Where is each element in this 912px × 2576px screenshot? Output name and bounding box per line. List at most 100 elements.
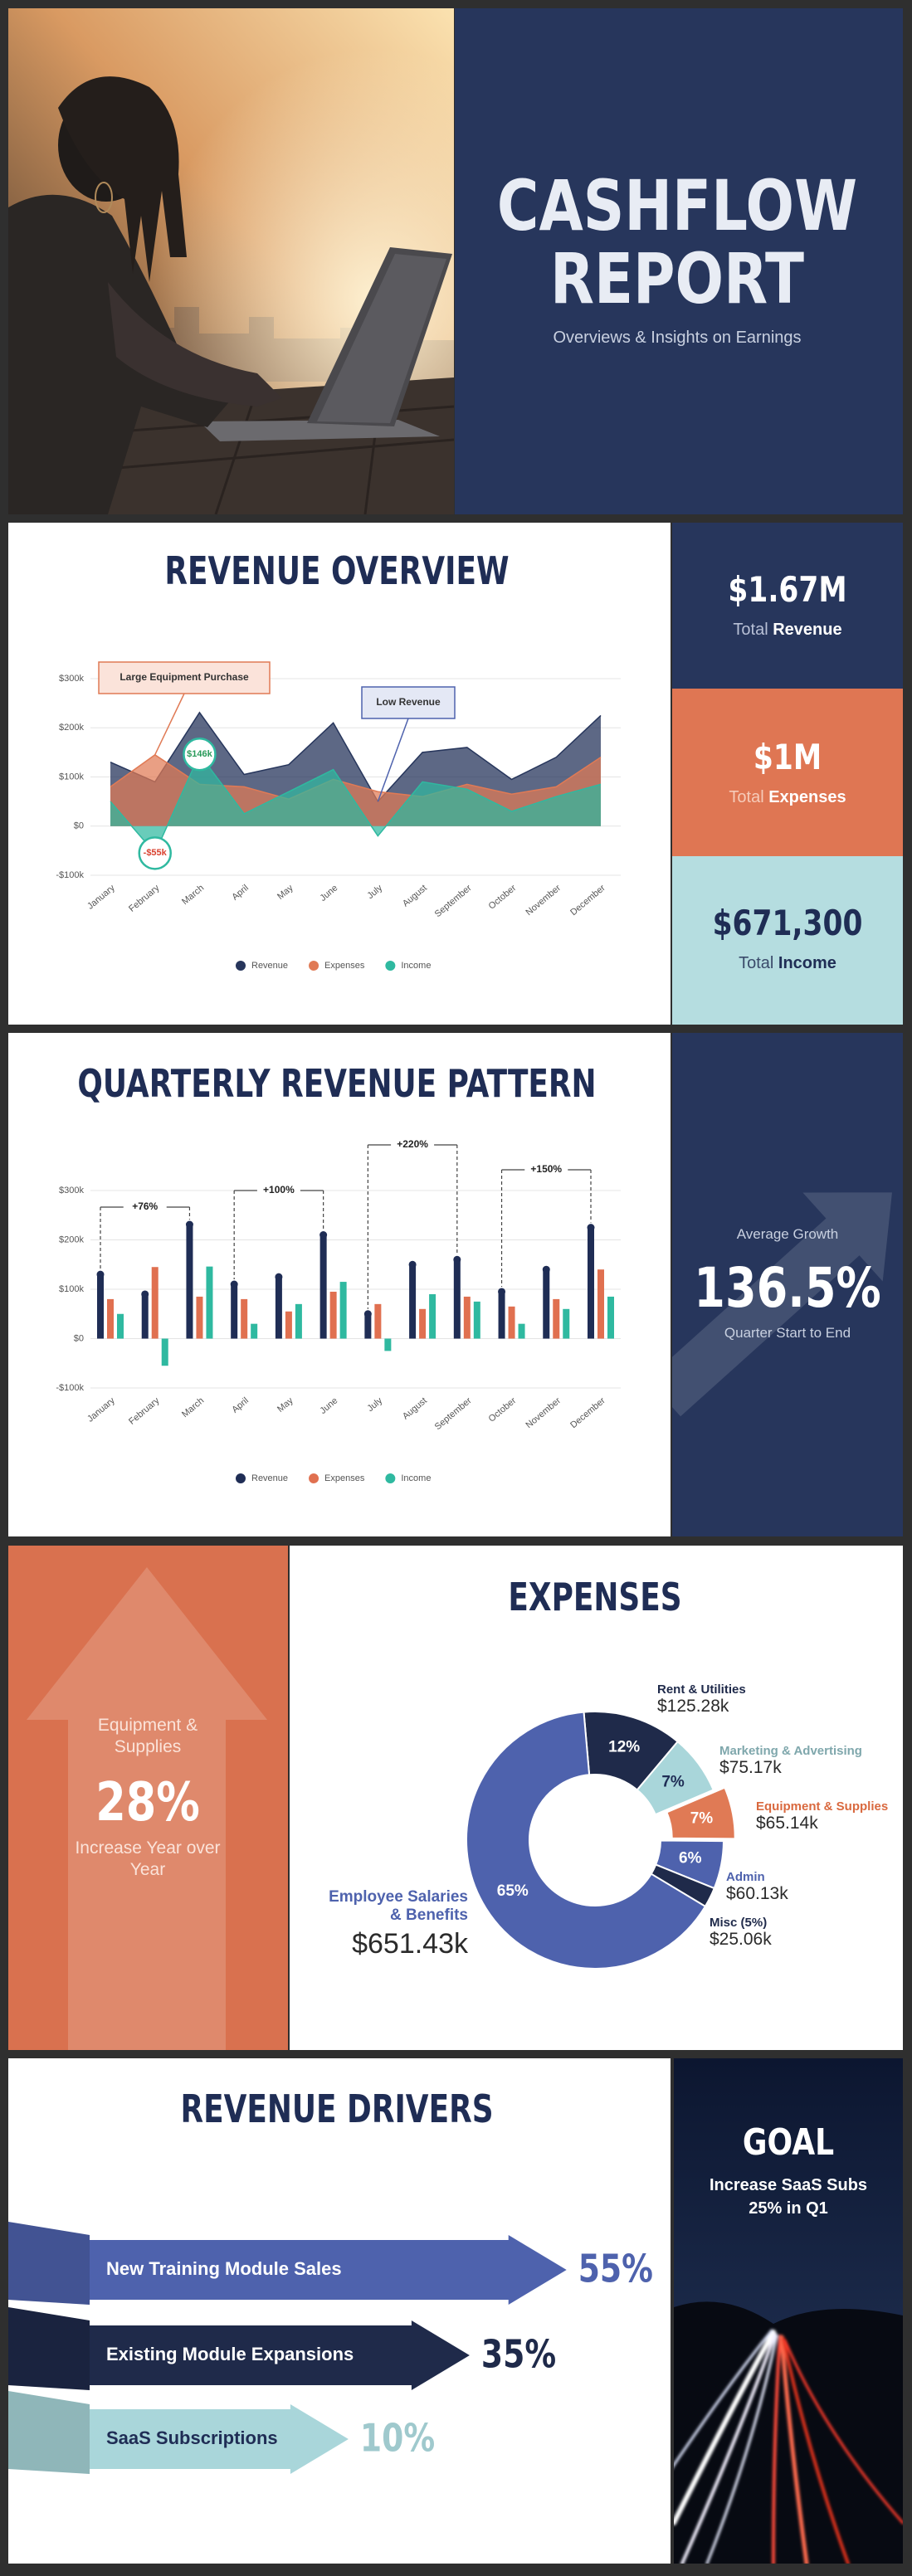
area-line (110, 711, 602, 803)
bar (453, 1259, 461, 1339)
data-label: Equipment & Supplies $65.14k (756, 1799, 888, 1833)
chart-title: REVENUE DRIVERS (180, 2087, 494, 2131)
header-panel: CASHFLOW REPORT Overviews & Insights on … (455, 8, 903, 514)
bracket-label: +76% (132, 1200, 158, 1212)
bracket-label: +150% (530, 1163, 562, 1175)
bar (107, 1298, 114, 1339)
value-label: 10% (360, 2416, 435, 2461)
bar (231, 1284, 238, 1339)
bar (339, 1282, 347, 1339)
stat-label-text: Total (739, 954, 774, 972)
x-tick-label: December (568, 1395, 607, 1430)
value-label: 55% (578, 2247, 653, 2291)
legend-label: Revenue (251, 1473, 288, 1483)
expense-highlight-panel: Equipment & Supplies 28% Increase Year o… (8, 1546, 288, 2050)
data-label-bubble (183, 737, 217, 772)
x-tick-label: June (318, 883, 339, 903)
x-tick-label: January (85, 1395, 117, 1424)
donut-slice (636, 1740, 714, 1816)
highlight-value: 28% (95, 1772, 200, 1833)
y-tick-label: $300k (59, 1186, 84, 1195)
bar-cap (542, 1265, 550, 1273)
category-label: Existing Module Expansions (106, 2344, 354, 2364)
y-tick-label: -$100k (56, 1383, 84, 1393)
percent-label: 6% (679, 1850, 702, 1867)
growth-arrow (672, 1192, 892, 1417)
arrow-tail-shade (8, 2391, 90, 2474)
goal-title: GOAL (742, 2121, 835, 2164)
arrow-tail (8, 2307, 90, 2390)
value-label: $651.43k (352, 1927, 468, 1960)
y-tick-label: $100k (59, 1284, 84, 1294)
x-tick-label: April (230, 883, 251, 902)
data-label: Rent & Utilities $125.28k (657, 1682, 746, 1717)
x-tick-label: February (127, 883, 162, 914)
bar (151, 1267, 159, 1339)
x-tick-label: February (127, 1395, 162, 1427)
arrow-tail-shade (8, 2307, 90, 2390)
bar (97, 1274, 104, 1339)
legend-swatch (309, 1473, 319, 1483)
value-label: $125.28k (657, 1697, 729, 1717)
x-tick-label: December (568, 883, 607, 918)
x-tick-label: October (487, 883, 519, 912)
y-tick-label: $200k (59, 723, 84, 733)
x-tick-label: April (230, 1395, 251, 1415)
legend-label: Revenue (251, 961, 288, 971)
chart-title: QUARTERLY REVENUE PATTERN (77, 1061, 597, 1106)
bar (319, 1234, 327, 1339)
category-label: Misc (5%) (710, 1916, 768, 1930)
bar-cap (453, 1255, 461, 1264)
legend-swatch (385, 1473, 396, 1483)
bar-cap (498, 1288, 506, 1296)
bar (364, 1313, 372, 1339)
header-photo (8, 8, 454, 514)
bar-cap (275, 1273, 283, 1281)
y-tick-label: -$100k (56, 870, 84, 880)
arrow-bar (90, 2404, 349, 2474)
percent-label: 7% (690, 1809, 714, 1827)
category-label: SaaS Subscriptions (106, 2427, 278, 2448)
x-tick-label: August (401, 883, 429, 908)
y-tick-label: $0 (74, 821, 84, 831)
value-label: 35% (481, 2332, 556, 2377)
stat-label-text: Total (733, 621, 768, 639)
stat-value: $671,300 (712, 903, 863, 943)
stat-panel: $671,300 Total Income (672, 856, 903, 1025)
value-label: $65.14k (756, 1814, 818, 1833)
bar-cap (587, 1224, 595, 1232)
stat-label-text: Total (729, 788, 764, 806)
data-label: Admin $60.13k (726, 1870, 788, 1904)
legend-label: Income (401, 961, 431, 971)
legend-label: Expenses (324, 961, 365, 971)
x-tick-label: May (276, 1395, 295, 1415)
bar-cap (96, 1270, 105, 1278)
category-label: Employee Salaries & Benefits (329, 1888, 468, 1924)
bar (141, 1293, 149, 1339)
bar (419, 1308, 427, 1339)
header-title: REPORT (549, 238, 805, 319)
arrow-bar (90, 2235, 567, 2305)
bar (498, 1291, 505, 1339)
chart-title: REVENUE OVERVIEW (164, 548, 510, 593)
bar (117, 1313, 124, 1339)
percent-label: 65% (497, 1882, 529, 1900)
data-label: Misc (5%) $25.06k (710, 1916, 772, 1950)
growth-panel: Average Growth 136.5% Quarter Start to E… (672, 1033, 903, 1536)
annotation-box (98, 661, 271, 694)
stat-label-emphasis: Revenue (773, 621, 842, 639)
bar (473, 1301, 480, 1339)
arrow-tail (8, 2222, 90, 2305)
annotation-text: Large Equipment Purchase (119, 671, 249, 683)
category-label: New Training Module Sales (106, 2258, 342, 2279)
bar-cap (185, 1220, 193, 1229)
x-tick-label: November (524, 1395, 563, 1430)
x-tick-label: January (85, 883, 117, 912)
bracket-label: +100% (263, 1184, 295, 1195)
x-tick-label: October (487, 1395, 519, 1424)
bar (563, 1308, 570, 1339)
arrow-tail (8, 2391, 90, 2474)
bracket-label-bg (123, 1200, 167, 1215)
